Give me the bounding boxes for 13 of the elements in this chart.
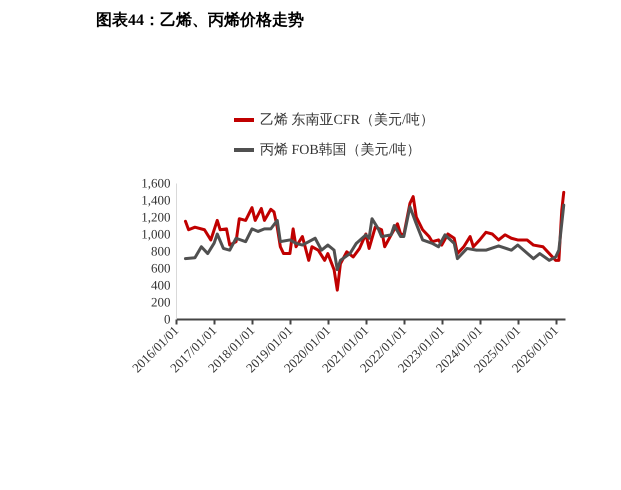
y-tick-label: 0 xyxy=(164,312,170,326)
y-tick-label: 400 xyxy=(151,278,170,292)
y-tick-label: 200 xyxy=(151,294,170,310)
y-tick-label: 1,600 xyxy=(141,176,170,190)
y-tick-label: 600 xyxy=(151,260,170,276)
chart-title: 图表44：乙烯、丙烯价格走势 xyxy=(96,11,304,29)
y-tick-label: 1,000 xyxy=(141,226,170,242)
y-tick-label: 1,400 xyxy=(141,192,170,208)
legend-label: 丙烯 FOB韩国（美元/吨） xyxy=(260,142,421,158)
legend-label: 乙烯 东南亚CFR（美元/吨） xyxy=(260,112,434,128)
y-tick-label: 1,200 xyxy=(141,210,170,224)
y-tick-label: 800 xyxy=(151,244,170,258)
line-series xyxy=(184,204,566,272)
